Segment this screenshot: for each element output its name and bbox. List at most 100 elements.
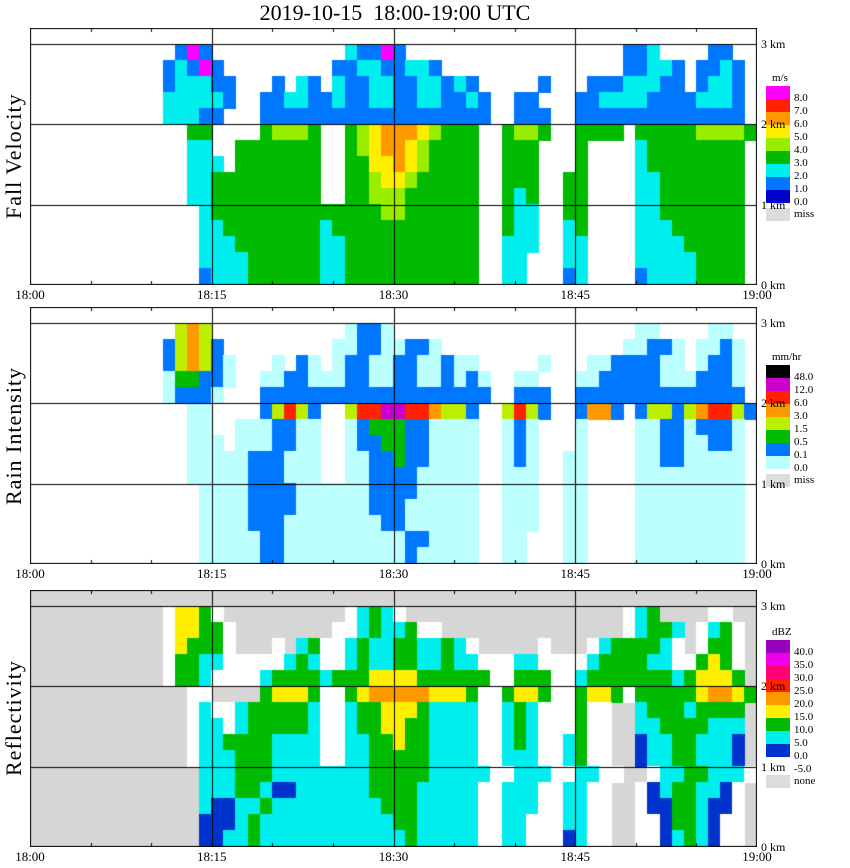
panel-rain-intensity: Rain Intensity mm/hr 48.0 12.0 6.0 3.0 1.5 0.… [0,307,850,592]
colorbar-tick-label: 1.0 [794,183,808,195]
colorbar-rain-intensity: mm/hr 48.0 12.0 6.0 3.0 1.5 0.5 0.1 0.0 miss [766,351,846,487]
colorbar-tick-label: 5.0 [794,737,808,749]
colorbar-swatch [766,705,790,718]
x-tick-label: 18:00 [15,566,45,581]
colorbar-tick-label: 8.0 [794,92,808,104]
colorbar-tick-label: 12.0 [794,384,814,396]
colorbar-tick-label: 0.1 [794,449,808,461]
x-tick-label: 19:00 [742,849,772,864]
colorbar-swatch [766,151,790,164]
colorbar-tick-label: 6.0 [794,397,808,409]
colorbar-swatch [766,718,790,731]
colorbar-swatch [766,666,790,679]
colorbar-tick-label: 0.0 [794,750,808,762]
colorbar-swatch [766,640,790,653]
fall-velocity-heatmap [30,28,757,285]
colorbar-swatch [766,430,790,443]
colorbar-tick-label: 2.0 [794,170,808,182]
colorbar-swatch [766,86,790,99]
colorbar-tick-label: 3.0 [794,410,808,422]
colorbar-swatch [766,653,790,666]
colorbar-tick-label: 3.0 [794,157,808,169]
x-tick-label: 19:00 [742,566,772,581]
colorbar-tick-label: 5.0 [794,131,808,143]
panel-fall-velocity: Fall Velocity m/s 8.0 7.0 6.0 5.0 4.0 3.0 2.0 1… [0,28,850,313]
panel-reflectivity: Reflectivity dBZ 40.0 35.0 30.0 25.0 20.0 15.… [0,590,850,868]
x-tick-label: 18:45 [560,566,591,581]
colorbar-swatch [766,731,790,744]
colorbar-missing-label: miss [794,208,815,220]
reflectivity-heatmap [30,590,757,847]
y-tick-label: 3 km [761,599,786,614]
colorbar-swatch [766,138,790,151]
colorbar-missing-swatch [766,208,790,221]
panel-label-rain-intensity: Rain Intensity [1,366,26,505]
colorbar-unit-label: m/s [772,72,788,84]
colorbar-missing-label: none [794,775,816,787]
x-tick-label: 18:30 [378,287,409,302]
colorbar-swatch [766,757,790,770]
colorbar-tick-label: 6.0 [794,118,808,130]
colorbar-tick-label: 25.0 [794,685,814,697]
panel-label-reflectivity: Reflectivity [1,660,26,777]
colorbar-missing-entry: miss [766,208,814,221]
x-tick-label: 18:30 [378,849,409,864]
colorbar-swatch [766,99,790,112]
colorbar-tick-label: 0.0 [794,462,808,474]
colorbar-swatch [766,744,790,757]
x-tick-label: 18:15 [196,566,227,581]
colorbar-tick-label: 35.0 [794,659,814,671]
y-tick-label: 1 km [761,476,786,491]
colorbar-tick-label: 1.5 [794,423,808,435]
colorbar-tick-label: 20.0 [794,698,814,710]
colorbar-tick-label: 48.0 [794,371,814,383]
colorbar-swatch [766,679,790,692]
y-tick-label: 0 km [761,840,786,854]
colorbar-swatch [766,692,790,705]
colorbar-missing-entry: none [766,775,815,788]
colorbar-swatch [766,365,790,378]
x-tick-label: 18:00 [15,849,45,864]
colorbar-swatch [766,391,790,404]
colorbar-swatch [766,456,790,469]
colorbar-swatch [766,164,790,177]
colorbar-swatch [766,177,790,190]
colorbar-tick-label: 10.0 [794,724,814,736]
colorbar-scale: 8.0 7.0 6.0 5.0 4.0 3.0 2.0 1.0 0.0 [766,86,808,208]
colorbar-swatch [766,443,790,456]
colorbar-tick-label: 4.0 [794,144,808,156]
x-tick-label: 18:45 [560,287,591,302]
colorbar-swatch [766,417,790,430]
y-tick-label: 1 km [761,197,786,212]
colorbar-scale: 40.0 35.0 30.0 25.0 20.0 15.0 10.0 5.0 0.0 -5.0 [766,640,813,775]
colorbar-swatch [766,378,790,391]
colorbar-missing-entry: miss [766,474,814,487]
y-tick-label: 2 km [761,117,786,132]
x-tick-label: 18:15 [196,287,227,302]
x-tick-label: 18:00 [15,287,45,302]
y-tick-label: 0 km [761,557,786,571]
colorbar-fall-velocity: m/s 8.0 7.0 6.0 5.0 4.0 3.0 2.0 1.0 0.0 miss [766,72,846,221]
rain-intensity-heatmap [30,307,757,564]
x-tick-label: 19:00 [742,287,772,302]
colorbar-missing-swatch [766,474,790,487]
y-tick-label: 1 km [761,759,786,774]
colorbar-swatch [766,125,790,138]
colorbar-unit-label: mm/hr [772,351,802,363]
colorbar-missing-swatch [766,775,790,788]
colorbar-tick-label: 7.0 [794,105,808,117]
x-tick-label: 18:15 [196,849,227,864]
colorbar-reflectivity: dBZ 40.0 35.0 30.0 25.0 20.0 15.0 10.0 5.0 0.0 -5… [766,626,846,788]
colorbar-missing-label: miss [794,474,815,486]
panel-label-fall-velocity: Fall Velocity [1,93,26,220]
colorbar-tick-label: 15.0 [794,711,814,723]
colorbar-tick-label: -5.0 [794,763,812,775]
page-title: 2019-10-15 18:00-19:00 UTC [259,0,531,25]
x-tick-label: 18:30 [378,566,409,581]
y-tick-label: 2 km [761,396,786,411]
colorbar-swatch [766,404,790,417]
x-tick-label: 18:45 [560,849,591,864]
y-tick-label: 2 km [761,679,786,694]
y-tick-label: 3 km [761,37,786,52]
